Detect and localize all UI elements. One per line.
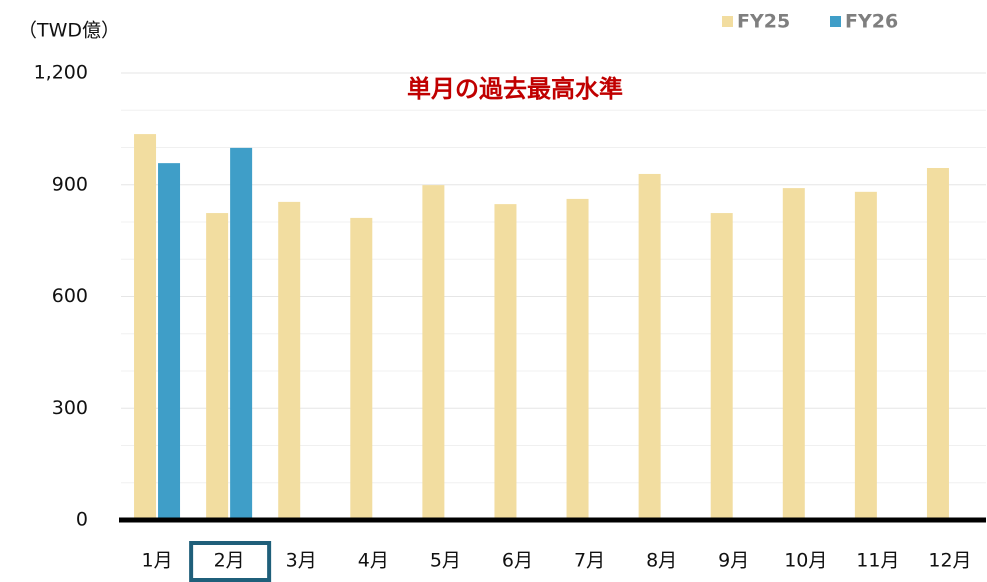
x-tick-label: 10月 xyxy=(784,550,827,572)
bar xyxy=(278,201,301,520)
bar xyxy=(710,213,733,520)
legend-swatch xyxy=(830,16,841,27)
x-tick-label: 5月 xyxy=(430,550,461,572)
bar xyxy=(230,147,253,520)
bar xyxy=(158,163,181,520)
bar xyxy=(134,134,157,520)
x-tick-label: 11月 xyxy=(856,550,899,572)
bar xyxy=(422,185,445,520)
y-tick-label: 0 xyxy=(76,509,88,531)
bar xyxy=(494,204,517,520)
annotation: 単月の過去最高水準 xyxy=(407,75,623,103)
unit-label: （TWD億） xyxy=(18,20,120,42)
x-tick-label: 4月 xyxy=(358,550,389,572)
bar xyxy=(206,213,229,520)
x-tick-label: 6月 xyxy=(502,550,533,572)
legend-swatch xyxy=(722,16,733,27)
x-tick-label: 1月 xyxy=(141,550,172,572)
highlight-box xyxy=(189,541,272,582)
bar xyxy=(350,217,373,520)
x-tick-label: 8月 xyxy=(646,550,677,572)
x-tick-label: 7月 xyxy=(574,550,605,572)
y-tick-label: 300 xyxy=(52,397,88,419)
bar xyxy=(782,188,805,521)
x-tick-label: 12月 xyxy=(928,550,971,572)
x-tick-label: 3月 xyxy=(286,550,317,572)
x-tick-label: 2月 xyxy=(214,550,245,572)
legend-label: FY26 xyxy=(845,11,898,33)
legend-label: FY25 xyxy=(737,11,790,33)
y-tick-label: 600 xyxy=(52,285,88,307)
x-tick-label: 9月 xyxy=(718,550,749,572)
bar xyxy=(926,167,949,521)
y-tick-label: 1,200 xyxy=(34,62,88,84)
bar xyxy=(566,198,589,520)
bar xyxy=(854,191,877,520)
bar xyxy=(638,173,661,520)
y-tick-label: 900 xyxy=(52,173,88,195)
